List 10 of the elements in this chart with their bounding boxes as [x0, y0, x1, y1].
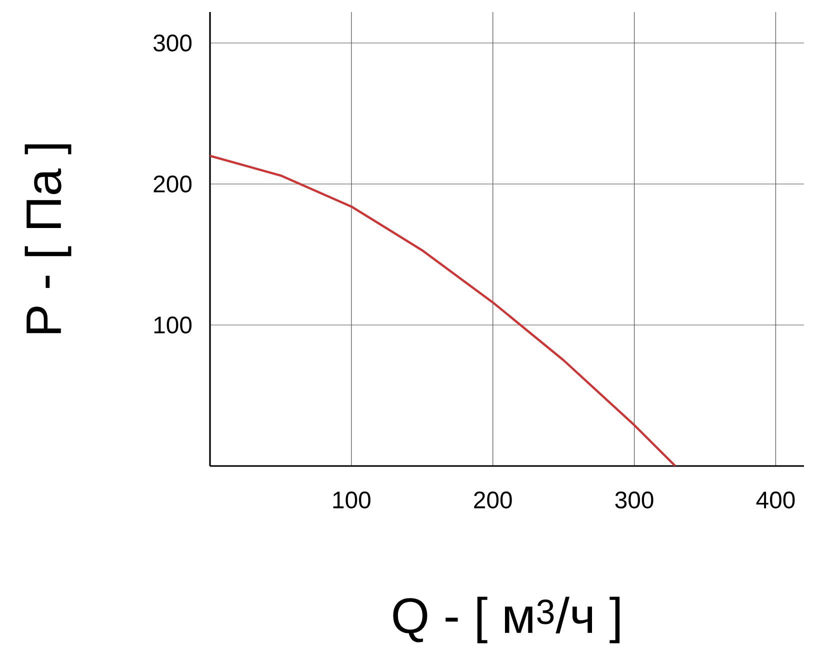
x-tick-label: 300 [615, 492, 654, 508]
x-tick-label: 200 [474, 492, 512, 508]
x-axis-title: Q - [ м$^{3}$/ч ] [393, 596, 620, 644]
x-tick-label: 100 [333, 492, 370, 508]
x-tick-label: 400 [756, 492, 795, 508]
line-series [210, 154, 676, 466]
y-tick-label: 100 [154, 316, 192, 334]
y-tick-label: 300 [153, 34, 192, 52]
y-axis-title: P - [ Па ] [24, 144, 72, 334]
y-tick-label: 200 [154, 176, 192, 192]
